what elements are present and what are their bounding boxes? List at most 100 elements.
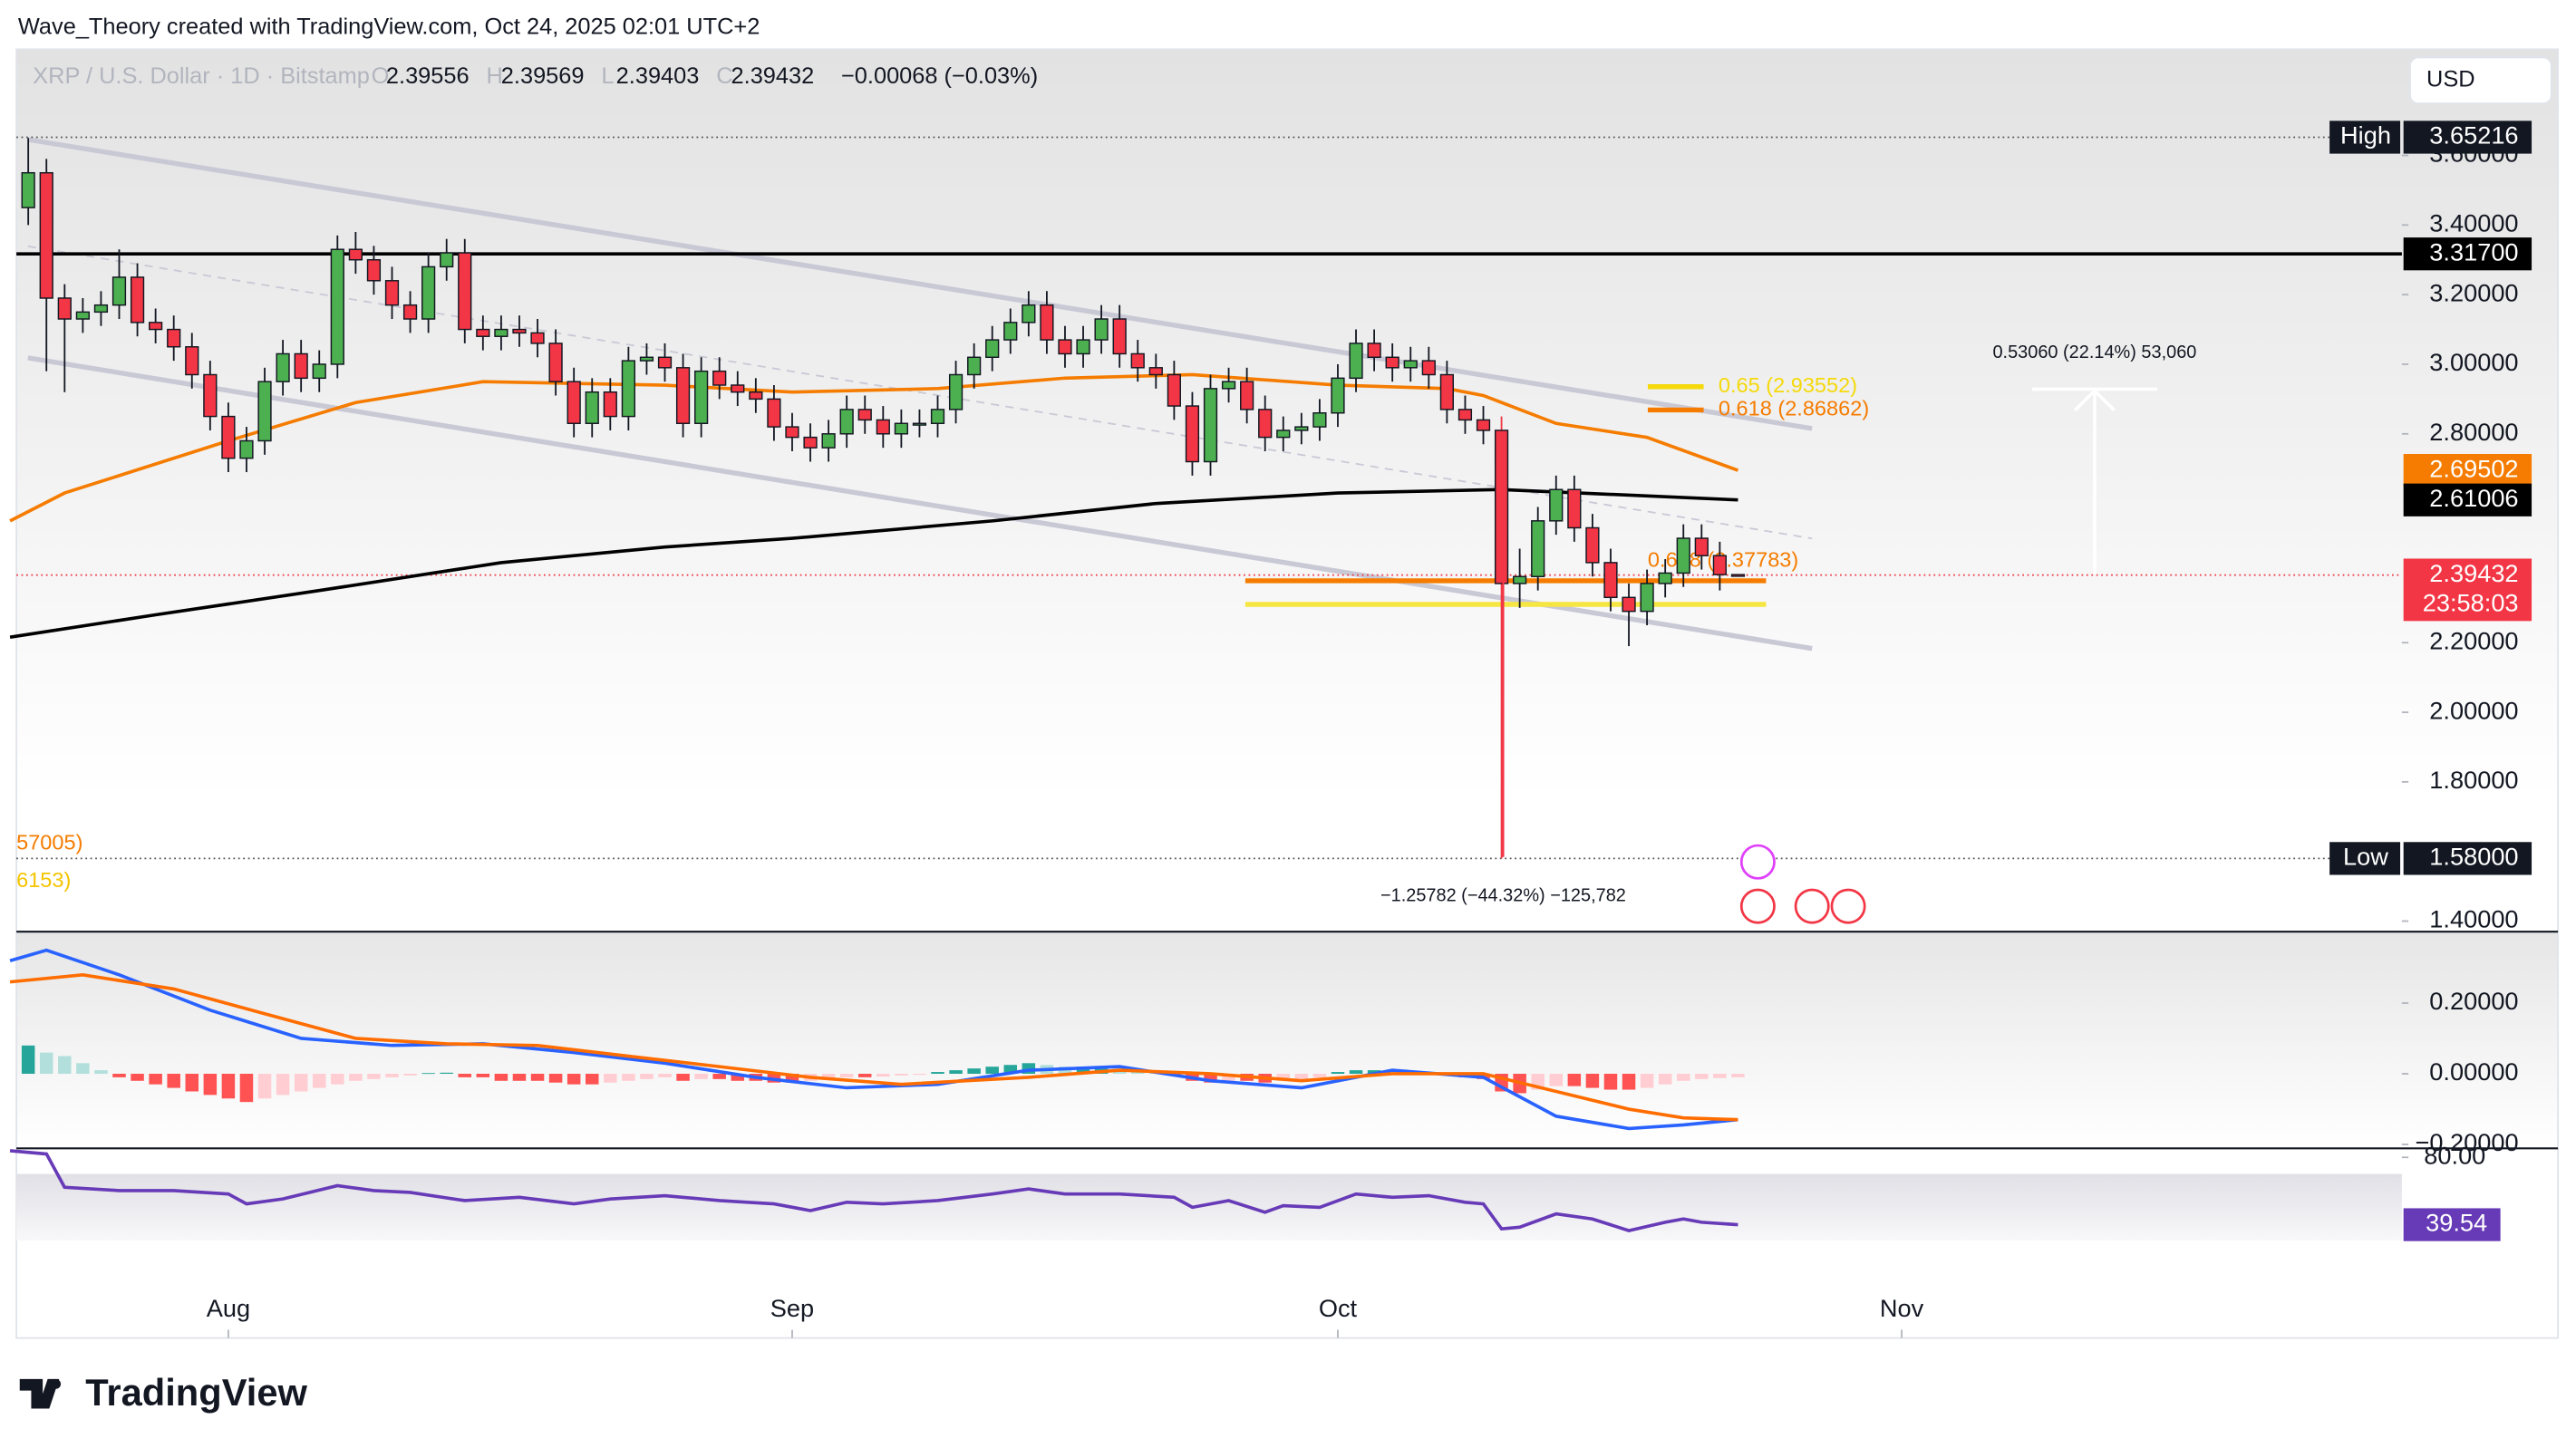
macd-line [9,948,1738,1131]
currency-button[interactable] [2409,56,2552,105]
candle-body [894,422,908,435]
candle-body [1148,367,1163,376]
macd-bar [876,1073,890,1077]
macd-bar [239,1073,254,1103]
candle-body [1513,575,1527,584]
candle-body [149,322,163,331]
extreme-value-tag [2403,842,2532,875]
macd-bar [149,1073,162,1085]
macd-bar [1622,1073,1636,1090]
macd-tick-label: 0.20000 [2429,987,2518,1015]
candle-body [512,328,527,334]
event-icon[interactable] [1794,888,1830,924]
candle-body [1403,360,1418,369]
macd-bar [367,1073,381,1079]
y-tick-label: 3.40000 [2429,209,2518,237]
macd-tick-label: 0.00000 [2429,1057,2518,1086]
macd-bar [203,1073,218,1096]
rsi-tag [2403,1208,2501,1241]
candle-body [675,367,691,424]
candle-body [767,398,781,428]
candle-body [1567,488,1582,529]
candle-body [803,436,818,449]
chart-layer: 3.600003.400003.200003.000002.800002.200… [9,121,2532,1338]
extreme-name: Low [2343,843,2388,871]
macd-bar [676,1073,690,1081]
candle-body [1457,409,1473,421]
candle-body [1022,304,1036,323]
macd-bar [694,1073,708,1079]
macd-bar [112,1073,126,1077]
macd-bar [1003,1065,1018,1074]
y-tick-label: 3.20000 [2429,278,2518,306]
main-pane [16,49,2559,932]
candle-body [458,252,472,331]
ohlc-value: 2.39569 [501,63,585,89]
event-icon[interactable] [1739,844,1776,880]
fib-label: 0.618 (2.86862) [1719,397,1869,420]
macd-bar [385,1073,399,1077]
macd-bar [913,1073,926,1076]
candle-body [1058,339,1072,355]
extreme-name: High [2340,121,2391,150]
logo [19,1378,62,1409]
macd-bar [1367,1070,1381,1074]
macd-bar [658,1073,672,1077]
candle-body [1476,419,1491,431]
channel-midline [27,245,1813,540]
ohlc-key: H [487,63,503,89]
candle-body [494,328,508,337]
x-tick-label: Nov [1880,1294,1924,1322]
candle-body [967,356,982,376]
candle-body [1167,373,1181,407]
logo-dot [51,1378,62,1389]
price-countdown: 23:58:03 [2423,588,2519,616]
truncated-label: 57005) [16,830,82,854]
macd-bar [1640,1073,1654,1088]
price-tag-value: 2.39432 [2429,559,2518,587]
macd-bar [821,1073,836,1079]
event-icon[interactable] [1830,888,1866,924]
candle-body [276,352,290,382]
macd-bar [548,1073,563,1083]
macd-bar [58,1056,72,1074]
candle-body [57,297,72,320]
candle-body [530,332,545,344]
event-icon[interactable] [1739,888,1776,924]
candle-body [93,304,109,314]
rsi-tick-label: 80.00 [2424,1141,2485,1169]
x-tick-label: Oct [1319,1294,1358,1322]
candle-body [839,409,854,435]
macd-bar [530,1073,545,1081]
macd-bar [1713,1073,1727,1078]
candle-body [75,311,90,320]
macd-bar [1294,1073,1309,1079]
candle-body [1312,412,1327,428]
y-tick-label: 3.00000 [2429,348,2518,376]
macd-bar [494,1073,508,1081]
y-tick-label: 2.20000 [2429,626,2518,654]
macd-line [9,973,1738,1122]
macd-bar [1349,1070,1363,1074]
macd-bar [1676,1073,1690,1081]
brand: TradingView [85,1371,307,1414]
candle-body [1258,409,1273,439]
macd-bar [476,1073,490,1077]
candle-body [21,171,35,208]
macd-bar [1549,1073,1564,1086]
candle-body [603,391,617,418]
candle-body [1349,343,1363,380]
macd-bar [895,1073,908,1076]
candle-body [785,426,799,439]
measure-label: −1.25782 (−44.32%) −125,782 [1380,886,1626,906]
candle-body [1130,352,1145,369]
candle-body [330,248,344,365]
candle-body [639,356,654,362]
extreme-tag [2329,121,2401,154]
ohlc-key: C [716,63,732,89]
price-tag-value: 2.69502 [2429,454,2518,482]
extreme-tag [2329,842,2401,875]
candle-body [985,339,1000,359]
candle-body [440,252,454,268]
candle-body [1040,304,1054,341]
